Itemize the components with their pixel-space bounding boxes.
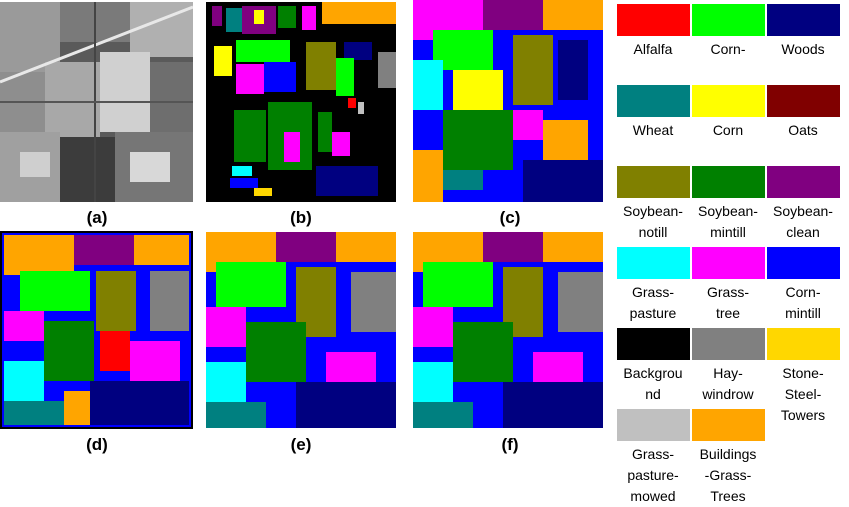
caption-f: (f) — [501, 435, 519, 454]
grayscale-image-panel — [0, 2, 193, 202]
caption-e: (e) — [290, 435, 312, 454]
legend-label: Grass-tree — [707, 284, 749, 321]
legend-label: Soybean-mintill — [698, 203, 758, 240]
caption-b: (b) — [290, 208, 312, 227]
legend-swatch — [692, 247, 765, 279]
legend-swatch — [617, 85, 690, 117]
legend-swatch — [767, 4, 840, 36]
classification-map-c — [413, 0, 603, 202]
legend-swatch — [617, 247, 690, 279]
legend-label: Grass-pasture-mowed — [627, 446, 679, 504]
legend-label: Backgrou nd — [623, 365, 683, 402]
legend-label: Alfalfa — [633, 41, 673, 57]
legend-label: Woods — [781, 41, 825, 57]
legend-swatch — [692, 328, 765, 360]
legend-label: Oats — [788, 122, 818, 138]
legend-swatch — [692, 166, 765, 198]
legend-label: Hay-windrow — [702, 365, 754, 402]
legend-label: Corn — [712, 122, 744, 138]
caption-c: (c) — [499, 208, 521, 227]
legend-swatch — [617, 409, 690, 441]
legend-swatch — [617, 4, 690, 36]
legend-label: Stone- Steel- Towers — [780, 365, 826, 423]
legend-swatch — [767, 85, 840, 117]
legend-swatch — [767, 166, 840, 198]
classification-map-d — [0, 231, 193, 429]
legend-swatch — [692, 409, 765, 441]
legend-label: Soybean-notill — [623, 203, 683, 240]
legend-swatch — [617, 328, 690, 360]
legend-swatch — [692, 85, 765, 117]
legend-swatch — [767, 328, 840, 360]
caption-d: (d) — [86, 435, 108, 454]
legend-label: Soybean-clean — [773, 203, 833, 240]
legend-label: Corn- — [710, 41, 746, 57]
legend-label: Wheat — [632, 122, 674, 138]
ground-truth-panel — [206, 2, 396, 202]
legend-label: Buildings -Grass- Trees — [699, 446, 757, 504]
legend-label: Grass-pasture — [629, 284, 677, 321]
legend-swatch — [617, 166, 690, 198]
legend-swatch — [767, 247, 840, 279]
classification-map-f — [413, 232, 603, 428]
legend-label: Corn-mintill — [785, 284, 821, 321]
caption-a: (a) — [86, 208, 108, 227]
classification-map-e — [206, 232, 396, 428]
legend-swatch — [692, 4, 765, 36]
